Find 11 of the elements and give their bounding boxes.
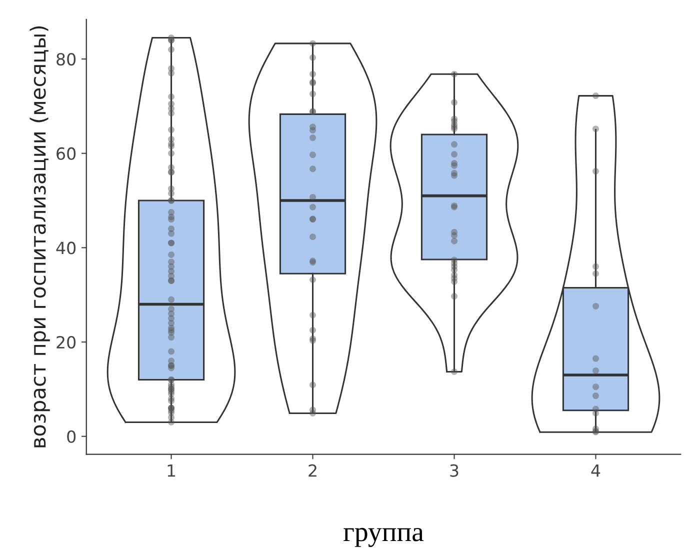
y-tick-label: 80 <box>56 52 76 66</box>
y-axis-title: возраст при госпитализации (месяцы) <box>30 26 50 448</box>
y-tick-label: 60 <box>56 147 76 160</box>
x-tick-label: 1 <box>168 464 176 477</box>
x-tick-label: 3 <box>450 464 458 477</box>
x-tick-label: 2 <box>308 464 316 477</box>
y-tick-label: 40 <box>56 242 76 254</box>
y-tick-label: 0 <box>67 430 76 443</box>
x-tick-label: 4 <box>591 464 600 477</box>
x-axis-title: группа <box>344 528 424 547</box>
y-tick-label: 20 <box>56 336 76 349</box>
